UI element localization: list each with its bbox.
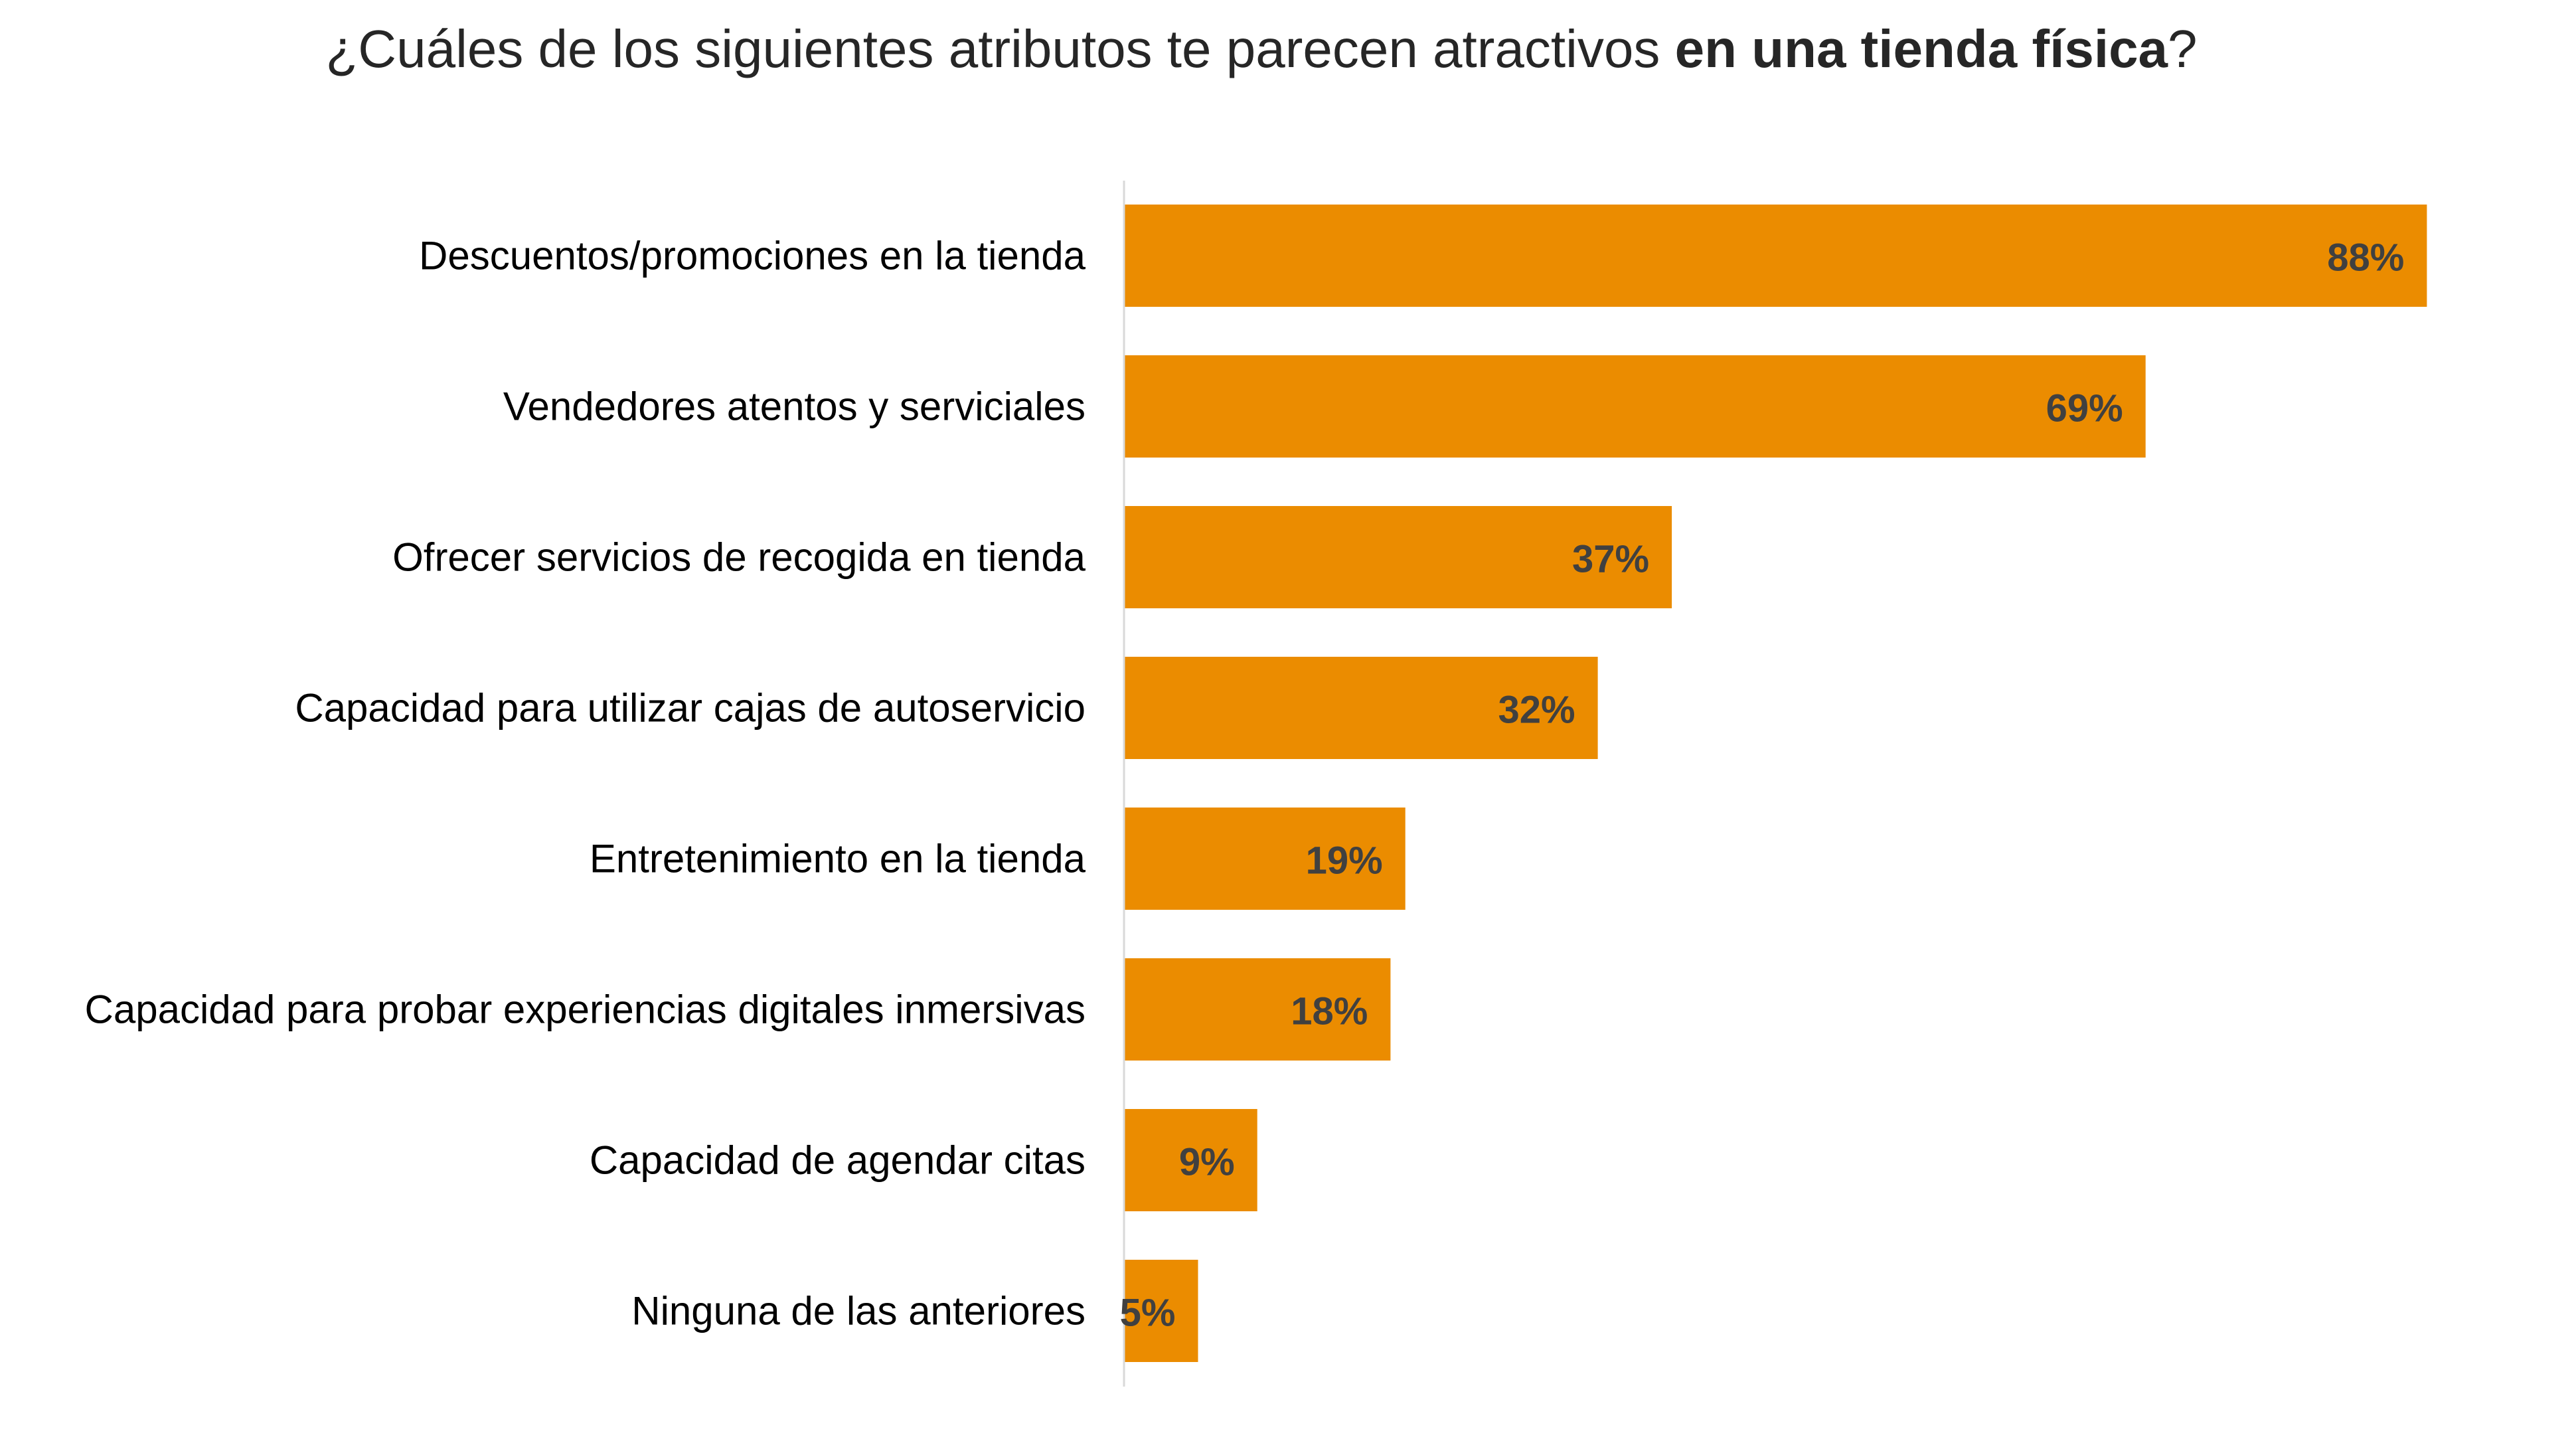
bar-8 — [1124, 1260, 1198, 1362]
bar-4 — [1124, 657, 1598, 759]
category-label-7: Capacidad de agendar citas — [590, 1138, 1086, 1183]
value-label-4: 32% — [1498, 689, 1575, 732]
bar-2 — [1124, 355, 2146, 458]
value-label-8: 5% — [1120, 1292, 1176, 1335]
category-label-4: Capacidad para utilizar cajas de autoser… — [295, 686, 1086, 730]
category-label-2: Vendedores atentos y serviciales — [503, 385, 1086, 429]
bar-1 — [1124, 205, 2427, 307]
category-label-3: Ofrecer servicios de recogida en tienda — [392, 535, 1086, 580]
category-label-5: Entretenimiento en la tienda — [590, 837, 1086, 881]
category-label-6: Capacidad para probar experiencias digit… — [85, 987, 1086, 1032]
bar-3 — [1124, 506, 1672, 608]
value-label-3: 37% — [1572, 538, 1649, 581]
value-label-6: 18% — [1291, 990, 1368, 1033]
bars-layer — [1124, 205, 2427, 1362]
labels-layer: Descuentos/promociones en la tienda 88% Ve… — [85, 234, 2405, 1335]
chart-title-emphasis: en una tienda física — [1674, 19, 2168, 78]
chart-title: ¿Cuáles de los siguientes atributos te p… — [0, 19, 2523, 80]
value-label-7: 9% — [1179, 1141, 1235, 1184]
chart-title-prefix: ¿Cuáles de los siguientes atributos te p… — [325, 19, 1675, 78]
value-label-2: 69% — [2046, 387, 2123, 430]
category-label-8: Ninguna de las anteriores — [631, 1289, 1086, 1333]
category-label-1: Descuentos/promociones en la tienda — [419, 234, 1086, 278]
value-label-1: 88% — [2327, 236, 2404, 280]
bar-6 — [1124, 958, 1391, 1061]
chart-title-suffix: ? — [2168, 19, 2198, 78]
value-label-5: 19% — [1306, 839, 1383, 883]
bar-5 — [1124, 808, 1406, 910]
bar-7 — [1124, 1109, 1257, 1211]
